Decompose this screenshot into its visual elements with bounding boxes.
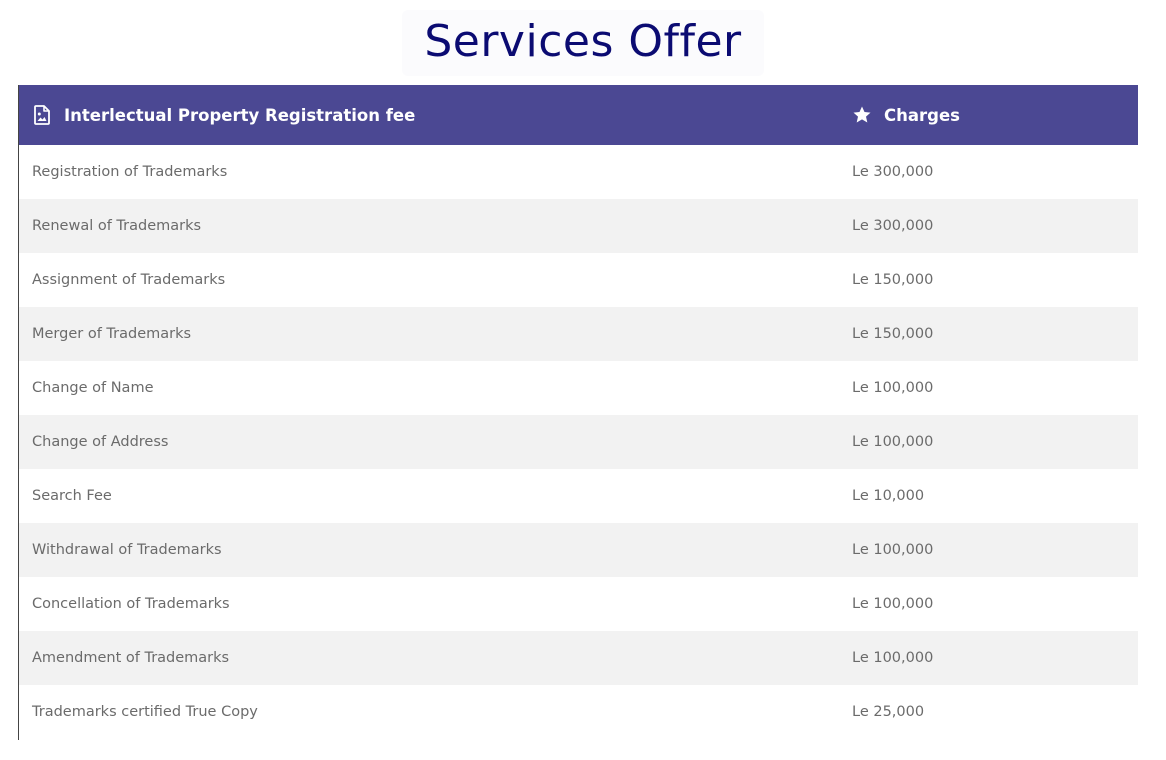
charge-cell: Le 300,000 [852, 218, 934, 234]
table-row: Renewal of Trademarks Le 300,000 [19, 199, 1138, 253]
charge-cell: Le 25,000 [852, 704, 925, 720]
header-charges: Charges [837, 85, 1138, 145]
service-cell: Trademarks certified True Copy [32, 704, 258, 720]
charge-cell: Le 100,000 [852, 434, 934, 450]
charge-cell: Le 100,000 [852, 650, 934, 666]
table-row: Concellation of Trademarks Le 100,000 [19, 577, 1138, 631]
service-cell: Search Fee [32, 488, 112, 504]
table-row: Change of Name Le 100,000 [19, 361, 1138, 415]
service-cell: Assignment of Trademarks [32, 272, 226, 288]
table-row: Withdrawal of Trademarks Le 100,000 [19, 523, 1138, 577]
table-row: Assignment of Trademarks Le 150,000 [19, 253, 1138, 307]
header-service: Interlectual Property Registration fee [19, 85, 837, 145]
service-cell: Change of Address [32, 434, 169, 450]
file-image-icon [32, 104, 52, 126]
table-row: Merger of Trademarks Le 150,000 [19, 307, 1138, 361]
service-cell: Amendment of Trademarks [32, 650, 230, 666]
service-cell: Concellation of Trademarks [32, 596, 230, 612]
header-row: Interlectual Property Registration fee C… [19, 85, 1138, 145]
table-row: Amendment of Trademarks Le 100,000 [19, 631, 1138, 685]
table-header: Interlectual Property Registration fee C… [19, 85, 1138, 145]
charge-cell: Le 300,000 [852, 164, 934, 180]
page-title: Services Offer [402, 9, 764, 76]
fees-table: Interlectual Property Registration fee C… [19, 85, 1138, 739]
star-icon [852, 104, 872, 126]
service-cell: Merger of Trademarks [32, 326, 192, 342]
table-row: Trademarks certified True Copy Le 25,000 [19, 685, 1138, 739]
service-cell: Change of Name [32, 380, 154, 396]
header-charges-label: Charges [884, 105, 960, 125]
title-section: Services Offer [0, 0, 1166, 85]
service-cell: Registration of Trademarks [32, 164, 228, 180]
charge-cell: Le 100,000 [852, 380, 934, 396]
charge-cell: Le 150,000 [852, 326, 934, 342]
fees-table-container: Interlectual Property Registration fee C… [18, 85, 1138, 740]
table-body: Registration of Trademarks Le 300,000 Re… [19, 145, 1138, 739]
charge-cell: Le 150,000 [852, 272, 934, 288]
service-cell: Withdrawal of Trademarks [32, 542, 222, 558]
service-cell: Renewal of Trademarks [32, 218, 202, 234]
charge-cell: Le 100,000 [852, 542, 934, 558]
header-service-label: Interlectual Property Registration fee [64, 105, 416, 125]
charge-cell: Le 10,000 [852, 488, 925, 504]
table-row: Change of Address Le 100,000 [19, 415, 1138, 469]
table-row: Registration of Trademarks Le 300,000 [19, 145, 1138, 199]
table-row: Search Fee Le 10,000 [19, 469, 1138, 523]
charge-cell: Le 100,000 [852, 596, 934, 612]
